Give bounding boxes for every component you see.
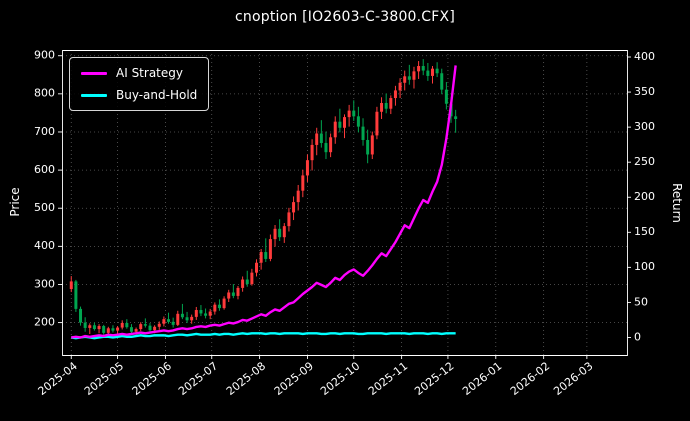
buy-and-hold-line-swatch xyxy=(81,93,107,97)
chart-title: cnoption [IO2603-C-3800.CFX] xyxy=(235,9,455,25)
price-axis-label: Price xyxy=(8,187,22,217)
ai-strategy-line-swatch xyxy=(81,71,107,75)
legend-item-buy-and-hold: Buy-and-Hold xyxy=(81,88,197,102)
ai-strategy-label: AI Strategy xyxy=(116,66,183,80)
legend-item-ai-strategy: AI Strategy xyxy=(81,66,197,80)
legend: AI Strategy Buy-and-Hold xyxy=(69,57,210,111)
buy-and-hold-label: Buy-and-Hold xyxy=(116,88,198,102)
return-axis-label: Return xyxy=(670,183,684,223)
